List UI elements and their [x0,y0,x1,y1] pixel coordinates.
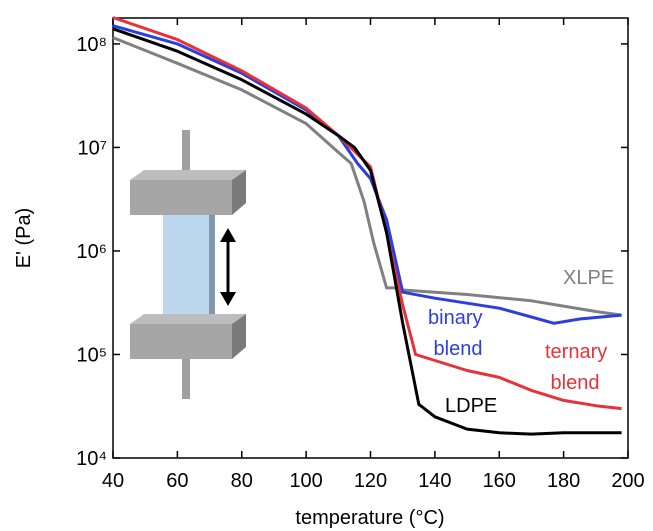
y-tick-label: 10⁸ [76,34,107,56]
x-tick-label: 200 [611,470,644,492]
x-tick-label: 100 [289,470,322,492]
series-label: binary blend [428,307,483,360]
series-line [112,24,622,325]
y-tick-label: 10⁵ [76,344,107,366]
series-line [112,36,622,317]
x-tick-label: 80 [231,470,253,492]
series-line [112,16,622,411]
sample-illustration [130,130,246,399]
series-label: LDPE [445,395,497,417]
y-tick-label: 10⁴ [76,448,107,470]
series-label: XLPE [563,267,614,289]
x-tick-label: 120 [354,470,387,492]
x-tick-label: 180 [547,470,580,492]
series-label: ternary blend [545,341,607,394]
x-axis-label: temperature (°C) [295,507,444,529]
y-tick-label: 10⁶ [77,241,107,263]
x-tick-label: 60 [166,470,188,492]
y-tick-label: 10⁷ [78,137,107,159]
x-tick-label: 40 [102,470,124,492]
x-tick-label: 140 [418,470,451,492]
series-line [112,27,622,436]
y-axis-label: E' (Pa) [13,208,35,269]
x-tick-label: 160 [483,470,516,492]
